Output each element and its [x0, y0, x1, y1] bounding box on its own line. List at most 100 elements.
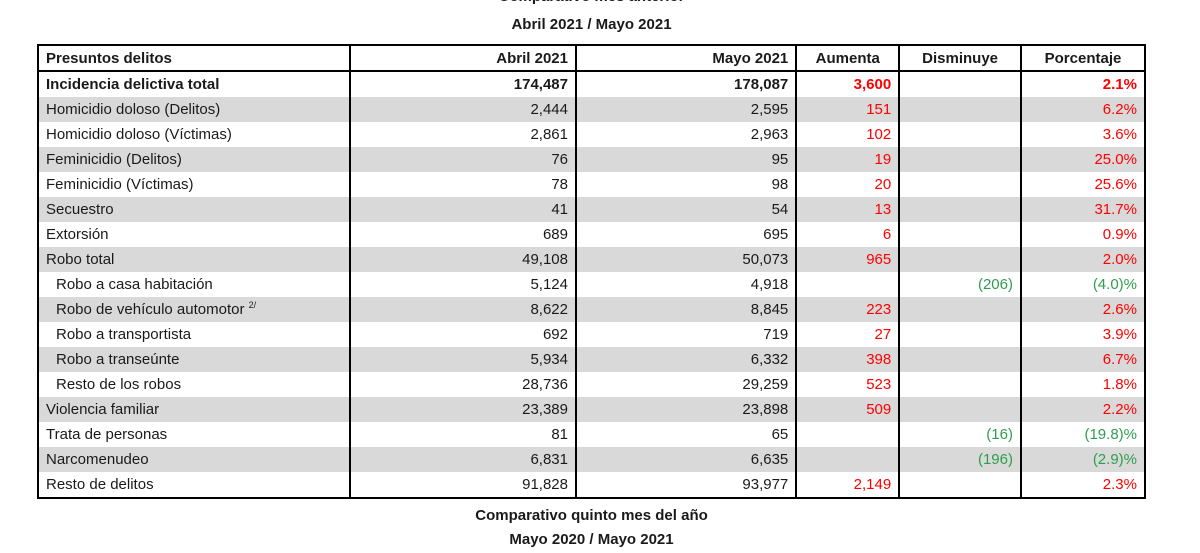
- crime-label-cell: Violencia familiar: [38, 397, 351, 422]
- disminuye-value-cell: [898, 322, 1021, 347]
- disminuye-value-cell: (16): [898, 422, 1021, 447]
- mayo-value-cell: 695: [574, 222, 797, 247]
- table-row: Robo a transeúnte 5,934 6,332 398 6.7%: [38, 347, 1145, 372]
- porcentaje-value-cell: 0.9%: [1019, 222, 1145, 247]
- mayo-value-cell: 2,963: [574, 122, 797, 147]
- disminuye-value-cell: (206): [898, 272, 1021, 297]
- table-row: Feminicidio (Delitos) 76 95 19 25.0%: [38, 147, 1145, 172]
- mayo-value-cell: 178,087: [574, 71, 797, 97]
- abril-value-cell: 78: [349, 172, 576, 197]
- section-title-fifth-month: Comparativo quinto mes del año: [475, 507, 708, 524]
- abril-value-cell: 41: [349, 197, 576, 222]
- disminuye-value-cell: [898, 397, 1021, 422]
- table-row: Violencia familiar 23,389 23,898 509 2.2%: [38, 397, 1145, 422]
- abril-value-cell: 692: [349, 322, 576, 347]
- mayo-value-cell: 719: [574, 322, 797, 347]
- crime-label-cell: Feminicidio (Víctimas): [46, 176, 194, 193]
- aumenta-value-cell: 13: [795, 197, 900, 222]
- mayo-value-cell: 6,635: [574, 447, 797, 472]
- abril-value-cell: 689: [349, 222, 576, 247]
- mayo-value-cell: 93,977: [574, 472, 797, 498]
- aumenta-value-cell: 398: [795, 347, 900, 372]
- abril-value-cell: 174,487: [349, 71, 576, 97]
- porcentaje-value-cell: 2.6%: [1019, 297, 1145, 322]
- table-row: Extorsión 689 695 6 0.9%: [38, 222, 1145, 247]
- disminuye-value-cell: [898, 197, 1021, 222]
- crime-label-cell: Feminicidio (Delitos): [38, 147, 351, 172]
- disminuye-value-cell: [898, 372, 1021, 397]
- porcentaje-value-cell: 3.6%: [1019, 122, 1145, 147]
- abril-value-cell: 8,622: [349, 297, 576, 322]
- abril-value-cell: 6,831: [349, 447, 576, 472]
- aumenta-value-cell: 965: [795, 247, 900, 272]
- table-row: Narcomenudeo 6,831 6,635 (196) (2.9)%: [38, 447, 1145, 472]
- col-header-aumenta: Aumenta: [795, 45, 900, 72]
- col-header-mayo-2021: Mayo 2021: [574, 45, 797, 72]
- disminuye-value-cell: [898, 297, 1021, 322]
- disminuye-value-cell: (196): [898, 447, 1021, 472]
- mayo-value-cell: 29,259: [574, 372, 797, 397]
- disminuye-value-cell: [898, 222, 1021, 247]
- mayo-value-cell: 2,595: [574, 97, 797, 122]
- col-header-disminuye: Disminuye: [898, 45, 1021, 72]
- porcentaje-value-cell: 25.0%: [1019, 147, 1145, 172]
- mayo-value-cell: 23,898: [574, 397, 797, 422]
- abril-value-cell: 2,444: [349, 97, 576, 122]
- aumenta-value-cell: [795, 447, 900, 472]
- crime-label-cell: Extorsión: [46, 226, 109, 243]
- abril-value-cell: 2,861: [349, 122, 576, 147]
- crime-comparison-table: Presuntos delitos Abril 2021 Mayo 2021 A…: [37, 44, 1146, 499]
- porcentaje-value-cell: (19.8)%: [1019, 422, 1145, 447]
- aumenta-value-cell: 3,600: [795, 71, 900, 97]
- abril-value-cell: 76: [349, 147, 576, 172]
- crime-label-cell: Resto de los robos: [56, 376, 182, 393]
- table-row: Homicidio doloso (Víctimas) 2,861 2,963 102…: [38, 122, 1145, 147]
- table-row: Secuestro 41 54 13 31.7%: [38, 197, 1145, 222]
- abril-value-cell: 91,828: [349, 472, 576, 498]
- abril-value-cell: 49,108: [349, 247, 576, 272]
- table-row: Robo de vehículo automotor 2/8,622 8,845 2…: [38, 297, 1145, 322]
- aumenta-value-cell: 509: [795, 397, 900, 422]
- porcentaje-value-cell: (2.9)%: [1019, 447, 1145, 472]
- col-header-abril-2021: Abril 2021: [349, 45, 576, 72]
- table-row: Robo total 49,108 50,073 965 2.0%: [38, 247, 1145, 272]
- crime-label-cell: Narcomenudeo: [38, 447, 351, 472]
- aumenta-value-cell: [795, 272, 900, 297]
- aumenta-value-cell: 151: [795, 97, 900, 122]
- table-row: Trata de personas 81 65 (16) (19.8)%: [38, 422, 1145, 447]
- aumenta-value-cell: 19: [795, 147, 900, 172]
- abril-value-cell: 5,124: [349, 272, 576, 297]
- table-header-row: Presuntos delitos Abril 2021 Mayo 2021 A…: [38, 45, 1145, 72]
- mayo-value-cell: 65: [574, 422, 797, 447]
- disminuye-value-cell: [898, 347, 1021, 372]
- crime-label-cell: Homicidio doloso (Delitos): [38, 97, 351, 122]
- crime-label-cell: Robo a transeúnte: [38, 347, 351, 372]
- crime-label-cell: Robo a transportista: [56, 326, 192, 343]
- disminuye-value-cell: [898, 147, 1021, 172]
- col-header-porcentaje: Porcentaje: [1019, 45, 1145, 72]
- aumenta-value-cell: 523: [795, 372, 900, 397]
- disminuye-value-cell: [898, 247, 1021, 272]
- table-row: Robo a transportista 692 719 27 3.9%: [38, 322, 1145, 347]
- porcentaje-value-cell: 2.0%: [1019, 247, 1145, 272]
- aumenta-value-cell: 20: [795, 172, 900, 197]
- abril-value-cell: 5,934: [349, 347, 576, 372]
- aumenta-value-cell: [795, 422, 900, 447]
- porcentaje-value-cell: (4.0)%: [1019, 272, 1145, 297]
- disminuye-value-cell: [898, 97, 1021, 122]
- table-row: Robo a casa habitación 5,124 4,918 (206) (4.…: [38, 272, 1145, 297]
- crime-label-cell: Trata de personas: [46, 426, 168, 443]
- section-title-previous-month: Comparativo mes anterior: [37, 0, 1146, 6]
- porcentaje-value-cell: 2.2%: [1019, 397, 1145, 422]
- table-row: Resto de delitos 91,828 93,977 2,149 2.3%: [38, 472, 1145, 498]
- porcentaje-value-cell: 3.9%: [1019, 322, 1145, 347]
- porcentaje-value-cell: 31.7%: [1019, 197, 1145, 222]
- porcentaje-value-cell: 2.1%: [1019, 71, 1145, 97]
- mayo-value-cell: 50,073: [574, 247, 797, 272]
- mayo-value-cell: 6,332: [574, 347, 797, 372]
- crime-label-cell: Robo total: [38, 247, 351, 272]
- disminuye-value-cell: [898, 172, 1021, 197]
- abril-value-cell: 28,736: [349, 372, 576, 397]
- aumenta-value-cell: 27: [795, 322, 900, 347]
